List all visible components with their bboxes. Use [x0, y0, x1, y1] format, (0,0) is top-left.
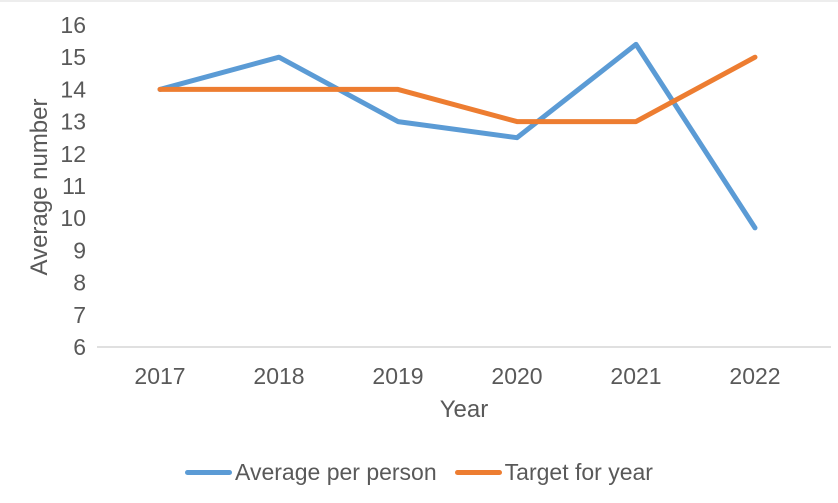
y-tick-label: 7	[73, 302, 86, 328]
series-line-average-per-person	[157, 41, 758, 231]
y-tick-label: 16	[60, 12, 86, 38]
legend-label: Average per person	[235, 459, 437, 485]
y-tick-label: 14	[60, 76, 86, 102]
legend-item-average-per-person: Average per person	[185, 459, 437, 486]
x-tick-label: 2019	[372, 363, 423, 389]
x-tick-label: 2017	[134, 363, 185, 389]
y-tick-label: 9	[73, 237, 86, 263]
x-tick-label: 2020	[491, 363, 542, 389]
y-tick-label: 6	[73, 334, 86, 360]
window-top-edge	[0, 0, 838, 2]
y-tick-label: 10	[60, 205, 86, 231]
x-tick-label: 2021	[610, 363, 661, 389]
x-tick-label: 2018	[253, 363, 304, 389]
legend-line-swatch-blue	[185, 470, 233, 475]
y-tick-label: 11	[62, 173, 86, 199]
y-axis-title: Average number	[26, 98, 53, 276]
legend-line-swatch-orange	[454, 470, 502, 475]
legend-label: Target for year	[504, 459, 653, 485]
y-tick-label: 12	[60, 141, 86, 167]
y-tick-label: 15	[60, 44, 86, 70]
y-tick-label: 8	[73, 270, 86, 296]
series-line-target-for-year	[157, 54, 758, 125]
x-axis-title: Year	[439, 396, 489, 423]
x-tick-label: 2022	[729, 363, 780, 389]
chart-legend: Average per person Target for year	[0, 459, 838, 486]
legend-item-target-for-year: Target for year	[454, 459, 653, 486]
y-tick-label: 13	[60, 109, 86, 135]
